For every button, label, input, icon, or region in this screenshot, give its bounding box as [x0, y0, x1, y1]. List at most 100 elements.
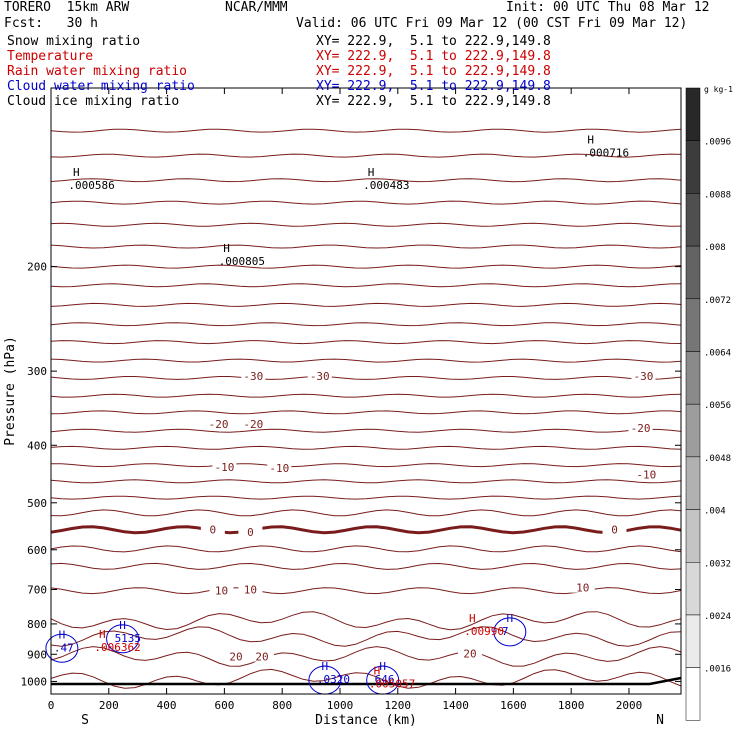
field-xy-cloud-water: XY= 222.9, 5.1 to 222.9,149.8: [316, 79, 551, 94]
maximum-h-marker: H: [507, 612, 514, 625]
center-title: NCAR/MMM: [225, 0, 288, 15]
isotherm-label: -20: [631, 422, 651, 435]
maximum-value: .006362: [94, 641, 140, 654]
isotherm-label: 10: [215, 585, 228, 598]
maximum-value: .000805: [219, 255, 265, 268]
isotherm-label-bg: [628, 420, 653, 433]
cloud-water-contour: [493, 617, 527, 647]
maximum-h-marker: H: [322, 660, 329, 673]
y-axis-label: Pressure (hPa): [3, 336, 18, 446]
isotherm-line: [50, 479, 682, 484]
field-name-cloud-water: Cloud water mixing ratio: [7, 79, 195, 94]
colorbar-tick-label: .0048: [704, 454, 731, 464]
colorbar-segment: [685, 351, 701, 405]
maximum-h-marker: H: [99, 628, 106, 641]
maximum-value: 646: [375, 673, 395, 686]
contours-layer: [45, 128, 682, 695]
colorbar-tick-label: .0032: [704, 559, 731, 569]
maximum-h-marker: H: [379, 660, 386, 673]
isotherm-label-bg: [249, 649, 274, 662]
isotherm-label-bg: [212, 459, 237, 472]
isotherm-label: 20: [255, 651, 268, 664]
colorbar-segment: [685, 509, 701, 563]
isotherm-label-bg: [267, 461, 292, 474]
maximum-h-marker: H: [374, 665, 381, 678]
x-tick-label: 600: [214, 699, 234, 712]
cloud-water-contour: [106, 624, 140, 654]
axes-layer: 0 200 400 600 800 1000 1200 1400 1600 1800 2000200…: [21, 88, 681, 712]
terrain-line: [51, 676, 682, 686]
colorbar-segment: [685, 87, 701, 141]
isotherm-label: 10: [576, 582, 589, 595]
isotherm-label-bg: [200, 522, 225, 535]
maximum-value: .000483: [363, 179, 409, 192]
x-tick-label: 1600: [500, 699, 527, 712]
x-tick-label: 800: [272, 699, 292, 712]
isotherm-line: [50, 668, 682, 689]
maximum-value: .47: [54, 641, 74, 654]
isotherm-label-bg: [631, 369, 656, 382]
isotherm-label: 0: [611, 524, 618, 537]
field-xy-cloud-ice: XY= 222.9, 5.1 to 222.9,149.8: [316, 94, 551, 109]
y-tick-label: 1000: [21, 675, 48, 688]
x-tick-label: 1400: [442, 699, 469, 712]
isotherm-line: [50, 611, 682, 631]
maximum-value: .00990: [464, 625, 504, 638]
colorbar-tick-label: .008: [704, 243, 726, 253]
maximum-value: .000716: [583, 147, 629, 160]
x-tick-label: 2000: [616, 699, 643, 712]
colorbar-tick-label: .0024: [704, 612, 731, 622]
x-tick-label: 200: [99, 699, 119, 712]
isotherm-label-bg: [458, 646, 483, 659]
colorbar-tick-label: .0096: [704, 138, 731, 148]
y-tick-label: 500: [27, 497, 47, 510]
maximum-h-marker: H: [587, 134, 594, 147]
colorbar-units: g kg-1: [704, 85, 733, 94]
colorbar-tick-label: .0056: [704, 401, 731, 411]
maximum-value: 7: [502, 625, 509, 638]
y-tick-label: 700: [27, 584, 47, 597]
isotherm-line: [50, 445, 682, 450]
valid-time: Valid: 06 UTC Fri 09 Mar 12 (00 CST Fri …: [296, 16, 688, 31]
field-name-rain: Rain water mixing ratio: [7, 64, 188, 79]
maximum-h-marker: H: [59, 628, 66, 641]
zero-isotherm-line: [50, 525, 682, 535]
isotherm-label: -20: [243, 418, 263, 431]
isotherm-label: -30: [243, 370, 263, 383]
colorbar-segment: [685, 193, 701, 247]
colorbar-tick-label: .0072: [704, 296, 731, 306]
field-xy-snow: XY= 222.9, 5.1 to 222.9,149.8: [316, 34, 551, 49]
y-tick-label: 900: [27, 648, 47, 661]
colorbar-tick-label: .0016: [704, 665, 731, 675]
maximum-value: .0320: [317, 673, 350, 686]
plot-frame: [50, 87, 682, 695]
isotherm-line: [50, 302, 682, 307]
colorbar-segment: [685, 562, 701, 616]
y-tick-label: 300: [27, 365, 47, 378]
maximum-h-marker: H: [368, 166, 375, 179]
isotherm-label-bg: [634, 467, 659, 480]
colorbar-segment: [685, 245, 701, 300]
isotherm-line: [50, 495, 682, 500]
isotherm-line: [50, 376, 682, 380]
colorbar-segment: [685, 140, 701, 194]
isotherm-line: [50, 322, 682, 327]
isotherm-line: [50, 393, 682, 398]
isotherm-label-bg: [307, 369, 332, 382]
y-tick-label: 400: [27, 439, 47, 452]
colorbar: .0096 .0088 .008 .0072 .0064 .0056 .0048 .004 .0…: [685, 85, 733, 721]
isotherm-line: [50, 358, 682, 363]
maximum-h-marker: H: [469, 612, 476, 625]
isotherm-line: [50, 283, 682, 288]
x-tick-label: 400: [157, 699, 177, 712]
isotherm-line: [50, 178, 682, 183]
isotherm-label-bg: [206, 416, 231, 429]
y-tick-label: 200: [27, 261, 47, 274]
colorbar-tick-label: .004: [704, 507, 726, 517]
init-time: Init: 00 UTC Thu 08 Mar 12: [506, 0, 710, 15]
isotherm-line: [50, 509, 682, 517]
isotherm-label-bg: [570, 580, 595, 593]
isotherm-label-bg: [602, 522, 627, 535]
cloud-water-contour: [45, 633, 79, 663]
